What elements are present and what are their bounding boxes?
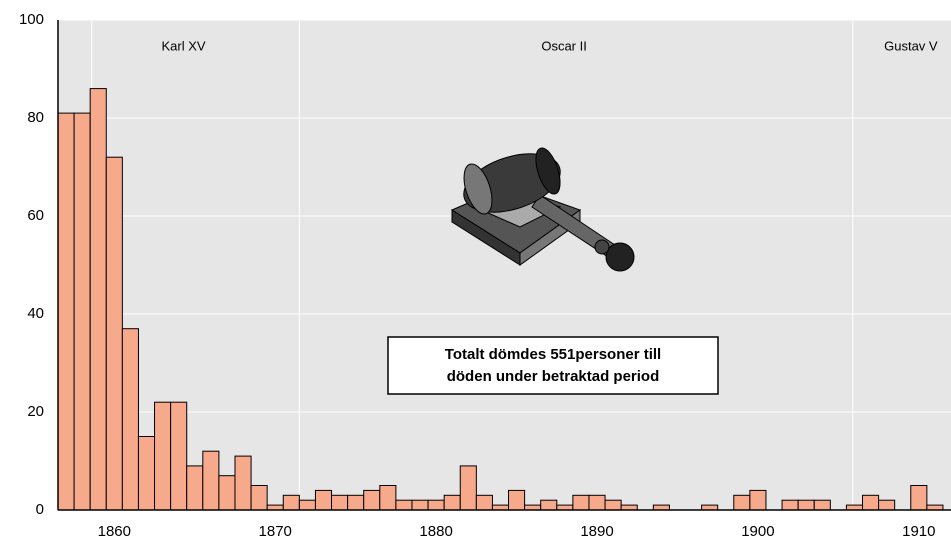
plot-background <box>58 20 951 510</box>
annotation-line: döden under betraktad period <box>447 368 660 385</box>
bar <box>186 465 204 511</box>
bar <box>411 499 429 511</box>
bar <box>475 494 493 511</box>
bar <box>379 485 397 511</box>
bar <box>797 499 815 511</box>
bar <box>154 401 172 511</box>
y-tick-label: 0 <box>36 501 44 518</box>
y-tick-label: 40 <box>27 305 44 322</box>
bar <box>604 499 622 511</box>
bar <box>137 436 156 511</box>
bar <box>363 489 381 511</box>
bar <box>73 112 91 511</box>
bar <box>749 489 767 511</box>
bar <box>443 494 461 511</box>
reign-label: Oscar II <box>541 38 587 53</box>
y-tick-label: 60 <box>27 207 44 224</box>
x-tick-label: 1880 <box>419 523 452 540</box>
bar <box>331 494 349 511</box>
bar <box>234 455 252 511</box>
bar <box>250 485 268 511</box>
bar <box>813 499 831 511</box>
bar <box>733 494 751 511</box>
reign-label: Gustav V <box>884 38 938 53</box>
bar <box>121 328 139 511</box>
bar <box>427 499 445 511</box>
x-tick-label: 1910 <box>902 523 935 540</box>
annotation-line: Totalt dömdes 551personer till <box>445 346 661 363</box>
y-tick-label: 20 <box>27 403 44 420</box>
bar <box>298 499 316 511</box>
bar <box>347 494 365 511</box>
bar <box>282 494 300 511</box>
bar <box>540 499 558 511</box>
reign-label: Karl XV <box>162 38 206 53</box>
bar <box>572 494 590 511</box>
bar <box>89 88 107 511</box>
bar <box>218 475 236 511</box>
y-tick-label: 80 <box>27 109 44 126</box>
bar <box>910 485 928 511</box>
bar <box>781 499 799 511</box>
bar <box>314 489 333 511</box>
bar <box>878 499 896 511</box>
bar <box>202 450 220 511</box>
x-tick-label: 1890 <box>580 523 613 540</box>
annotation-box: Totalt dömdes 551personer till döden und… <box>387 336 719 395</box>
bar <box>57 112 75 511</box>
y-tick-label: 100 <box>19 11 44 28</box>
bar <box>459 465 477 511</box>
annotation-frame <box>387 336 719 395</box>
x-tick-label: 1900 <box>741 523 774 540</box>
bar <box>170 401 188 511</box>
x-tick-label: 1860 <box>98 523 131 540</box>
bar <box>395 499 413 511</box>
x-tick-label: 1870 <box>259 523 292 540</box>
bar <box>862 494 880 511</box>
bar <box>508 489 526 511</box>
bar <box>588 494 606 511</box>
gavel-icon <box>450 147 635 272</box>
bar <box>105 156 123 511</box>
